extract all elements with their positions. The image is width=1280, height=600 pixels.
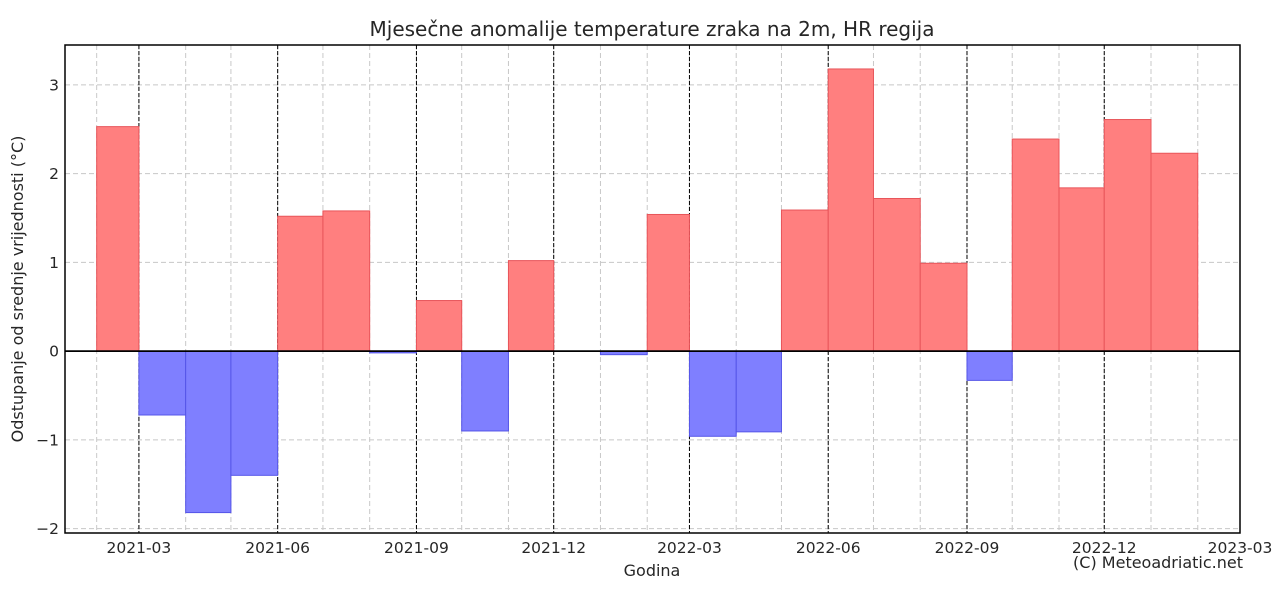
bar-positive <box>1058 187 1105 352</box>
plot-frame <box>64 44 1241 534</box>
bar-negative <box>688 350 737 437</box>
bar-positive <box>827 68 874 352</box>
x-tick-label: 2022-03 <box>657 539 722 557</box>
x-tick-labels: 2021-03 2021-06 2021-09 2021-12 2022-03 2022-… <box>107 539 1273 557</box>
bar-negative <box>185 350 232 514</box>
y-tick-label: 0 <box>49 343 59 361</box>
bar-positive <box>507 260 555 352</box>
x-tick-label: 2022-06 <box>796 539 861 557</box>
y-tick-label: 2 <box>49 165 59 183</box>
bar-negative <box>461 350 509 432</box>
x-tick-label: 2022-12 <box>1072 539 1137 557</box>
y-tick-labels: −2 −1 0 1 2 3 <box>36 76 59 538</box>
bar-negative <box>966 350 1013 381</box>
chart-title: Mjesečne anomalije temperature zraka na … <box>370 17 935 41</box>
x-axis-label: Godina <box>624 561 681 580</box>
bar-negative <box>230 350 279 476</box>
copyright-note: (C) Meteoadriatic.net <box>1073 553 1243 572</box>
bar-positive <box>415 300 463 352</box>
bar-positive <box>1103 119 1152 352</box>
bar-positive <box>780 209 829 352</box>
x-tick-label: 2021-12 <box>521 539 586 557</box>
x-tick-label: 2021-09 <box>384 539 449 557</box>
x-tick-label: 2021-03 <box>107 539 172 557</box>
bar-positive <box>919 262 968 352</box>
y-tick-label: −2 <box>36 520 59 538</box>
y-tick-label: 1 <box>49 254 59 272</box>
y-tick-label: −1 <box>36 431 59 449</box>
x-tick-label: 2022-09 <box>935 539 1000 557</box>
x-tick-label: 2021-06 <box>245 539 310 557</box>
bar-positive <box>646 213 690 352</box>
bar-positive <box>277 215 324 352</box>
bar-positive <box>1150 152 1199 352</box>
y-axis-label: Odstupanje od srednje vrijednosti (°C) <box>8 136 27 443</box>
bar-negative <box>138 350 187 416</box>
bar-positive <box>872 197 921 352</box>
bar-positive <box>1011 138 1060 352</box>
x-tick-label: 2023-03 <box>1208 539 1273 557</box>
bar-negative <box>735 350 782 433</box>
bar-positive <box>96 126 140 352</box>
bar-positive <box>322 210 371 352</box>
y-tick-label: 3 <box>49 76 59 94</box>
